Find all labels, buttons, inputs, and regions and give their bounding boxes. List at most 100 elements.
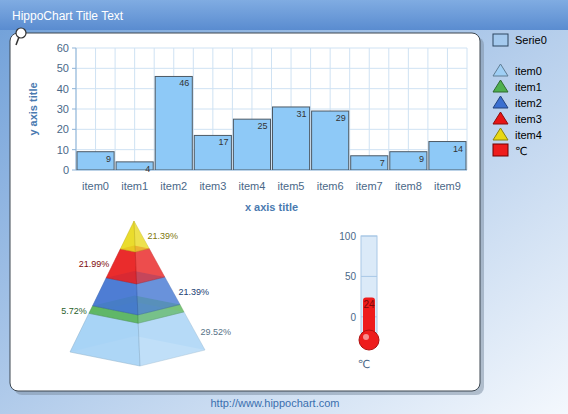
y-tick — [72, 68, 76, 69]
pyramid-label: 29.52% — [201, 327, 232, 337]
bar — [194, 135, 231, 170]
data-label: 31 — [297, 109, 307, 119]
x-axis-title: x axis title — [245, 201, 298, 213]
bar-labels: 9 4 46 17 25 31 29 7 9 14 — [106, 78, 463, 173]
grid-line-y — [76, 48, 467, 49]
thermometer — [359, 236, 379, 350]
data-label: 9 — [106, 154, 111, 164]
x-tick-label: item7 — [356, 180, 383, 192]
bar — [273, 107, 310, 170]
y-tick-label: 20 — [57, 123, 69, 135]
legend-swatch — [493, 144, 508, 156]
page-title: HippoChart Title Text — [12, 9, 124, 23]
grid-line-y — [76, 109, 467, 110]
chart-root: HippoChart Title Text http://www.hippocha… — [0, 0, 568, 414]
pyramid-label: 5.72% — [61, 306, 87, 316]
data-label: 25 — [257, 121, 267, 131]
x-tick-label: item1 — [121, 180, 148, 192]
legend-label: item2 — [515, 97, 542, 109]
thermo-tick — [361, 236, 377, 237]
x-tick-label: item5 — [278, 180, 305, 192]
x-tick-label: item3 — [199, 180, 226, 192]
thermo-tick-label: 50 — [345, 271, 357, 282]
pyramid-label: 21.99% — [79, 259, 110, 269]
bars — [77, 76, 466, 170]
bar — [390, 152, 427, 170]
x-tick-label: item8 — [395, 180, 422, 192]
bar — [155, 76, 192, 170]
pyramid-labels: 29.52% 5.72% 21.39% 21.99% 21.39% — [61, 231, 231, 337]
grid-line-y — [76, 88, 467, 89]
thermo-tick — [361, 276, 377, 277]
x-tick-label: item0 — [82, 180, 109, 192]
footer-link: http://www.hippochart.com — [210, 397, 339, 409]
legend-swatch — [493, 34, 508, 46]
grid-line-y — [76, 68, 467, 69]
legend-label: item3 — [515, 113, 542, 125]
legend-label: item4 — [515, 129, 542, 141]
thermo-tick-label: 100 — [339, 231, 356, 242]
bar — [429, 142, 466, 170]
thermo-tick-label: 0 — [350, 312, 356, 323]
y-tick — [72, 48, 76, 49]
y-tick-label: 30 — [57, 103, 69, 115]
legend-label: Serie0 — [515, 34, 547, 46]
x-tick-label: item6 — [317, 180, 344, 192]
grid-line-x — [76, 48, 77, 170]
y-tick-label: 40 — [57, 83, 69, 95]
segment-left-face — [120, 221, 135, 252]
y-tick — [72, 88, 76, 89]
segment-right-face — [137, 277, 180, 315]
bar — [233, 119, 270, 170]
legend-label: ℃ — [515, 145, 527, 157]
bar — [312, 111, 349, 170]
grid — [72, 48, 467, 170]
pin — [16, 28, 26, 38]
legend-swatch — [493, 128, 508, 140]
thermo-shine — [363, 334, 369, 340]
y-tick — [72, 170, 76, 171]
bar — [351, 156, 388, 170]
card — [10, 33, 480, 391]
segment-left-face — [93, 278, 138, 315]
thermo-unit-label: ℃ — [358, 358, 370, 370]
y-tick-label: 60 — [57, 42, 69, 54]
x-tick-label: item4 — [238, 180, 265, 192]
pyramid-label: 21.39% — [178, 287, 209, 297]
y-tick-label: 0 — [63, 164, 69, 176]
legend-label: item1 — [515, 81, 542, 93]
bar — [77, 152, 114, 170]
y-tick — [72, 109, 76, 110]
thermo-value-label: 24 — [363, 299, 375, 310]
x-tick-label: item2 — [160, 180, 187, 192]
legend: Serie0 item0 item1 item2 item3 item4 ℃ — [493, 34, 547, 157]
segment-right-face — [135, 249, 165, 284]
grid-line-y — [76, 129, 467, 130]
thermo-bulb — [359, 330, 379, 350]
pin-needle — [16, 37, 19, 45]
legend-swatch — [493, 96, 508, 108]
pyramid-segment — [120, 221, 149, 252]
y-tick — [72, 149, 76, 150]
data-label: 7 — [380, 158, 385, 168]
header-bar — [0, 0, 568, 30]
y-axis-title: y axis title — [27, 82, 39, 135]
legend-swatch — [493, 80, 508, 92]
legend-swatch — [493, 64, 508, 76]
data-label: 29 — [336, 113, 346, 123]
x-tick-label: item9 — [434, 180, 461, 192]
y-tick-label: 50 — [57, 62, 69, 74]
legend-swatch — [493, 112, 508, 124]
y-axis — [76, 48, 77, 170]
legend-label: item0 — [515, 65, 542, 77]
data-label: 17 — [218, 137, 228, 147]
y-tick — [72, 129, 76, 130]
segment-left-face — [106, 249, 136, 284]
data-label: 9 — [419, 154, 424, 164]
grid-line-y — [76, 149, 467, 150]
data-label: 14 — [453, 144, 463, 154]
y-tick-label: 10 — [57, 144, 69, 156]
data-label: 4 — [145, 164, 150, 174]
data-label: 46 — [179, 78, 189, 88]
pyramid-label: 21.39% — [148, 231, 179, 241]
